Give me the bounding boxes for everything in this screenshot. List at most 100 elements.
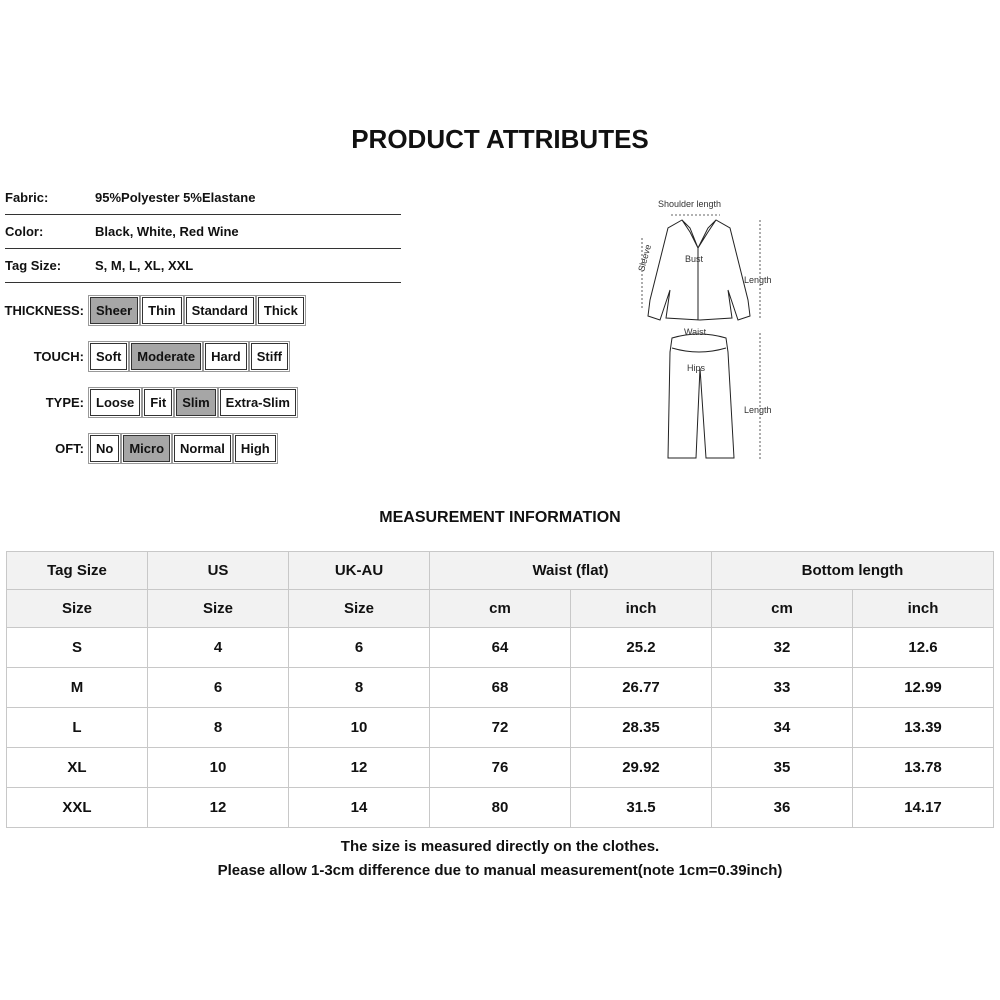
- table-cell: 6: [147, 667, 289, 708]
- option-tag: Fit: [142, 387, 175, 418]
- option-tag: Soft: [87, 341, 130, 372]
- column-subheader: cm: [429, 589, 571, 628]
- table-cell: 33: [711, 667, 853, 708]
- option-tag: Normal: [172, 433, 233, 464]
- attribute-label: Tag Size:: [5, 258, 62, 273]
- table-cell: 25.2: [570, 627, 712, 668]
- table-cell: XXL: [6, 787, 148, 828]
- option-tag: Slim: [174, 387, 218, 418]
- option-tag: Thin: [140, 295, 184, 326]
- table-cell: 34: [711, 707, 853, 748]
- column-header: Bottom length: [711, 551, 994, 590]
- size-table: Tag Size US UK-AU Waist (flat) Bottom length…: [6, 551, 994, 828]
- option-tag: Hard: [203, 341, 249, 372]
- group-label: OFT:: [55, 441, 84, 456]
- attribute-value: S, M, L, XL, XXL: [95, 258, 194, 273]
- group-label: THICKNESS:: [4, 303, 84, 318]
- group-label: TOUCH:: [33, 349, 84, 364]
- option-tag: Extra-Slim: [217, 387, 298, 418]
- column-subheader: Size: [288, 589, 430, 628]
- table-cell: 26.77: [570, 667, 712, 708]
- table-cell: 12.6: [852, 627, 994, 668]
- table-cell: 12: [288, 747, 430, 788]
- table-cell: 13.78: [852, 747, 994, 788]
- column-subheader: cm: [711, 589, 853, 628]
- column-subheader: Size: [147, 589, 289, 628]
- shirt-drawing: [647, 219, 751, 321]
- option-tag: Loose: [87, 387, 143, 418]
- table-cell: 10: [288, 707, 430, 748]
- column-header: US: [147, 551, 289, 590]
- note-2: Please allow 1-3cm difference due to man…: [217, 862, 783, 879]
- table-cell: 32: [711, 627, 853, 668]
- column-subheader: Size: [6, 589, 148, 628]
- table-cell: 64: [429, 627, 571, 668]
- shoulder-length-label: Shoulder length: [658, 199, 721, 209]
- option-tag: No: [87, 433, 122, 464]
- table-cell: 68: [429, 667, 571, 708]
- attribute-label: Color:: [5, 224, 44, 239]
- table-cell: 12.99: [852, 667, 994, 708]
- table-cell: 28.35: [570, 707, 712, 748]
- table-cell: 36: [711, 787, 853, 828]
- top-length-label: Length: [744, 275, 772, 285]
- table-row: XL 10 12 76 29.92 35 13.78: [6, 747, 994, 788]
- table-cell: 14.17: [852, 787, 994, 828]
- option-tag: Stiff: [248, 341, 290, 372]
- table-cell: 72: [429, 707, 571, 748]
- attribute-row: Fabric: 95%Polyester 5%Elastane: [5, 181, 401, 215]
- attribute-group: TYPE: Loose Fit Slim Extra-Slim: [0, 387, 300, 418]
- attribute-value: Black, White, Red Wine: [95, 224, 239, 239]
- measurement-title: MEASUREMENT INFORMATION: [379, 509, 621, 526]
- table-row: XXL 12 14 80 31.5 36 14.17: [6, 787, 994, 828]
- attribute-group: OFT: No Micro Normal High: [0, 433, 280, 464]
- option-tag: Sheer: [87, 295, 141, 326]
- table-cell: 80: [429, 787, 571, 828]
- table-cell: 35: [711, 747, 853, 788]
- table-row: S 4 6 64 25.2 32 12.6: [6, 627, 994, 668]
- table-cell: 8: [147, 707, 289, 748]
- table-cell: 31.5: [570, 787, 712, 828]
- table-cell: 8: [288, 667, 430, 708]
- note-1: The size is measured directly on the clo…: [340, 838, 660, 855]
- table-cell: 4: [147, 627, 289, 668]
- table-row: L 8 10 72 28.35 34 13.39: [6, 707, 994, 748]
- table-row: M 6 8 68 26.77 33 12.99: [6, 667, 994, 708]
- table-cell: 6: [288, 627, 430, 668]
- column-header: Waist (flat): [429, 551, 712, 590]
- attribute-row: Tag Size: S, M, L, XL, XXL: [5, 249, 401, 283]
- column-subheader: inch: [852, 589, 994, 628]
- size-diagram: Shoulder length Sleeve Bust Length Waist…: [636, 199, 772, 460]
- bottom-length-label: Length: [744, 405, 772, 415]
- table-cell: 10: [147, 747, 289, 788]
- table-cell: 29.92: [570, 747, 712, 788]
- table-cell: 12: [147, 787, 289, 828]
- subheader-row: Size Size Size cm inch cm inch: [6, 589, 994, 628]
- table-cell: 13.39: [852, 707, 994, 748]
- attribute-group: TOUCH: Soft Moderate Hard Stiff: [0, 341, 292, 372]
- table-cell: M: [6, 667, 148, 708]
- attribute-row: Color: Black, White, Red Wine: [5, 215, 401, 249]
- table-cell: S: [6, 627, 148, 668]
- option-tag: Moderate: [129, 341, 204, 372]
- table-cell: 14: [288, 787, 430, 828]
- header-row: Tag Size US UK-AU Waist (flat) Bottom length: [6, 551, 994, 590]
- sleeve-label: Sleeve: [636, 243, 653, 272]
- attribute-value: 95%Polyester 5%Elastane: [95, 190, 256, 205]
- column-header: Tag Size: [6, 551, 148, 590]
- table-cell: 76: [429, 747, 571, 788]
- column-subheader: inch: [570, 589, 712, 628]
- option-tag: High: [232, 433, 278, 464]
- option-tag: Micro: [121, 433, 173, 464]
- pants-drawing: [667, 333, 735, 459]
- table-cell: XL: [6, 747, 148, 788]
- column-header: UK-AU: [288, 551, 430, 590]
- hips-label: Hips: [687, 363, 706, 373]
- group-label: TYPE:: [45, 395, 84, 410]
- option-tag: Thick: [255, 295, 306, 326]
- attribute-label: Fabric:: [5, 190, 49, 205]
- page-title: PRODUCT ATTRIBUTES: [351, 124, 649, 154]
- option-tag: Standard: [183, 295, 256, 326]
- waist-label: Waist: [684, 327, 707, 337]
- table-cell: L: [6, 707, 148, 748]
